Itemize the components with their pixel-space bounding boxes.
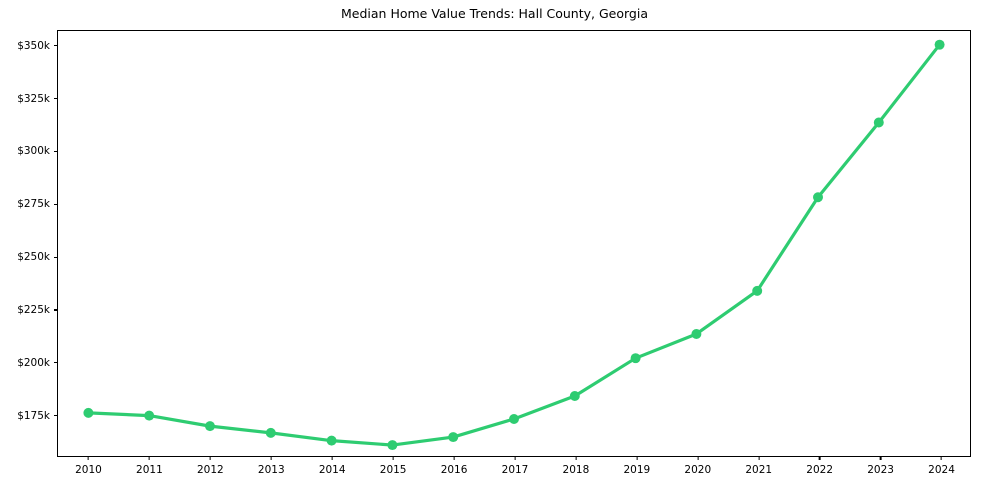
x-axis-tick: 2018 [562, 456, 590, 476]
x-axis-tick-mark [514, 456, 516, 460]
x-axis-tick-label: 2021 [745, 464, 773, 476]
x-axis-tick-label: 2012 [196, 464, 224, 476]
x-axis-tick-label: 2020 [684, 464, 712, 476]
x-axis-tick-mark [940, 456, 943, 460]
x-axis-tick: 2012 [197, 456, 224, 476]
x-axis-tick: 2010 [75, 456, 102, 476]
y-axis-tick: $225k [17, 304, 58, 316]
data-point [448, 432, 459, 443]
y-axis-tick: $200k [17, 357, 58, 369]
x-axis-tick-mark [819, 456, 821, 460]
x-axis-tick-label: 2010 [75, 464, 102, 476]
data-point [934, 39, 945, 50]
x-axis-tick: 2013 [258, 456, 285, 476]
data-point [752, 285, 763, 296]
data-point [630, 353, 641, 364]
x-axis-tick-label: 2022 [806, 464, 834, 476]
y-axis-tick-mark [54, 203, 58, 205]
data-point [873, 117, 884, 128]
x-axis-tick-mark [331, 456, 333, 460]
x-axis-tick-mark [453, 456, 455, 460]
y-axis-tick-mark [54, 415, 58, 417]
x-axis-tick: 2011 [136, 456, 163, 476]
y-axis-tick-mark [54, 309, 58, 311]
x-axis-tick-label: 2023 [867, 464, 894, 476]
x-axis-tick-label: 2019 [623, 464, 651, 476]
x-axis-tick-mark [392, 456, 394, 460]
y-axis-tick-label: $275k [17, 198, 50, 211]
y-axis-tick-mark [54, 256, 58, 258]
x-axis-tick: 2022 [806, 456, 833, 476]
y-axis-tick-label: $350k [17, 39, 50, 52]
median-home-value-markers [83, 39, 945, 451]
y-axis-tick: $275k [17, 198, 58, 210]
plot-area: $175k $200k $225k $250k $275k $300k $325k $350k… [17, 30, 971, 476]
data-point [509, 413, 519, 424]
x-axis-tick-mark [209, 456, 211, 460]
x-axis-tick-mark [758, 456, 760, 460]
x-axis-tick-label: 2014 [318, 464, 346, 476]
y-axis-tick-mark [54, 362, 58, 364]
x-axis-tick-mark [636, 456, 638, 460]
data-point [813, 192, 823, 203]
y-axis-tick-label: $225k [17, 304, 50, 317]
x-axis-tick-mark [148, 456, 150, 460]
data-point [569, 391, 580, 402]
y-axis-tick-label: $200k [17, 356, 50, 369]
x-axis-tick-mark [270, 456, 272, 460]
x-axis-tick-label: 2011 [136, 464, 163, 476]
data-point [205, 421, 215, 432]
y-axis-tick: $300k [17, 145, 58, 157]
y-axis-tick-label: $250k [17, 251, 50, 264]
x-axis-tick-label: 2013 [257, 464, 285, 476]
data-point [265, 427, 276, 438]
x-axis-tick: 2014 [319, 456, 346, 476]
x-axis-tick: 2017 [501, 456, 529, 476]
x-axis-tick: 2016 [440, 456, 468, 476]
x-axis-tick-mark [575, 456, 577, 460]
x-axis-tick: 2021 [745, 456, 772, 476]
data-point [144, 410, 155, 421]
x-axis-tick: 2015 [379, 456, 407, 476]
data-point [83, 407, 94, 418]
y-axis-tick: $325k [17, 93, 58, 105]
median-home-value-line [86, 43, 942, 447]
y-axis-tick-label: $175k [17, 409, 50, 422]
data-point [691, 328, 702, 339]
y-axis-tick-label: $300k [17, 145, 50, 158]
x-axis-tick-label: 2017 [501, 464, 529, 476]
x-axis-tick-mark [697, 456, 699, 460]
x-axis-tick: 2020 [684, 456, 711, 476]
data-point [326, 435, 337, 446]
x-axis-tick: 2023 [867, 456, 894, 476]
y-axis-tick-mark [54, 98, 58, 100]
y-axis-tick-mark [54, 45, 58, 47]
y-axis-tick: $175k [17, 410, 58, 422]
y-axis-tick-label: $325k [17, 92, 50, 105]
x-axis-tick-label: 2015 [379, 464, 407, 476]
x-axis-tick-label: 2024 [928, 464, 955, 476]
x-axis-tick-mark [880, 456, 882, 460]
line-series-svg [83, 39, 945, 451]
y-axis-tick-mark [54, 150, 58, 153]
x-axis-tick-label: 2018 [562, 464, 590, 476]
data-point [387, 440, 398, 451]
x-axis-tick: 2019 [623, 456, 650, 476]
y-axis-tick: $350k [17, 40, 58, 52]
x-axis-tick-mark [87, 456, 90, 460]
x-axis-tick: 2024 [928, 456, 955, 476]
x-axis-tick-label: 2016 [440, 464, 468, 476]
y-axis-tick: $250k [17, 251, 58, 263]
chart-title: Median Home Value Trends: Hall County, G… [341, 6, 648, 21]
